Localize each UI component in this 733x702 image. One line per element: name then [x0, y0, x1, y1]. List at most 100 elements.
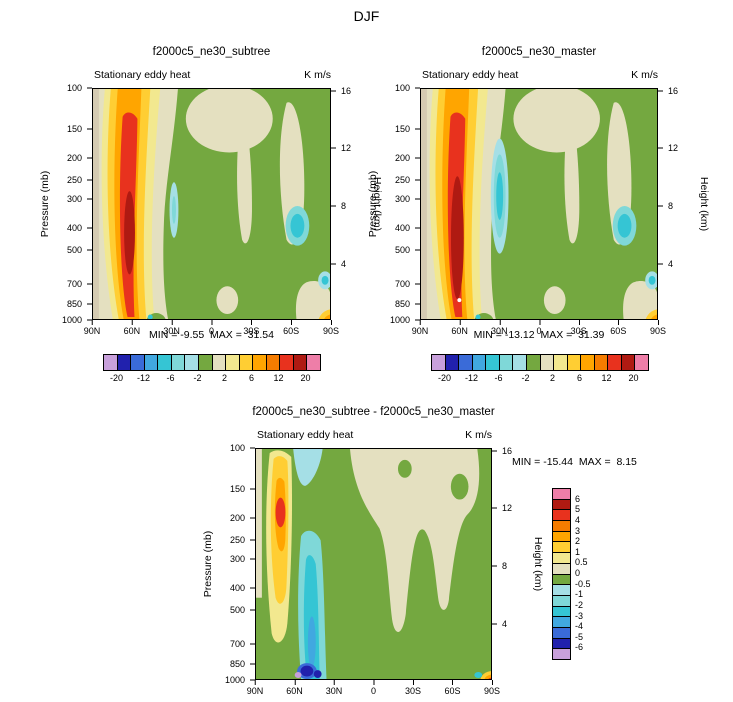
- colorbar-segment: [432, 355, 445, 370]
- height-tick: 4: [341, 259, 347, 270]
- colorbar-segment: [485, 355, 499, 370]
- figure-title: DJF: [353, 8, 380, 24]
- colorbar-tick: 1: [575, 546, 581, 557]
- colorbar-tick: -2: [575, 599, 584, 610]
- height-tick: 4: [502, 619, 508, 630]
- colorbar-segment: [197, 355, 212, 370]
- south-pole-corner-extremes: [474, 671, 491, 679]
- colorbar-master: [431, 354, 649, 371]
- colorbar-segment: [157, 355, 171, 370]
- colorbar-tick: -6: [166, 373, 175, 383]
- latitude-tick: 0: [208, 320, 215, 336]
- colorbar-segment: [607, 355, 621, 370]
- colorbar-tick: -1: [575, 589, 584, 600]
- colorbar-segment: [525, 355, 540, 370]
- colorbar-segment: [553, 573, 570, 585]
- colorbar-segment: [634, 355, 648, 370]
- height-tick: 8: [502, 561, 508, 572]
- warm-band: [101, 89, 161, 319]
- latitude-tick: 60N: [451, 320, 468, 336]
- contour-field-difference: [256, 449, 491, 679]
- colorbar-tick: 6: [575, 493, 581, 504]
- colorbar-segment: [471, 355, 486, 370]
- pressure-tick: 250: [66, 175, 82, 186]
- colorbar-tick: 2: [549, 373, 556, 383]
- latitude-axis: 90N 60N 30N 0 30S 60S 90S: [412, 320, 666, 338]
- colorbar-tick: 12: [273, 373, 284, 383]
- contour-field-master: [421, 89, 657, 319]
- surface-green-wedge: [474, 313, 494, 319]
- pressure-tick: 700: [229, 639, 245, 650]
- minmax-stats: MIN = -9.55 MAX = 31.54: [149, 329, 274, 341]
- colorbar-labels-difference: 6 5 4 3 2 1 0.5 0 -0.5 -1 -2 -3 -4 -5 -6: [573, 488, 607, 658]
- cold-blobs: [490, 138, 657, 290]
- colorbar-tick: -6: [494, 373, 503, 383]
- colorbar-segment: [225, 355, 239, 370]
- panel-title: f2000c5_ne30_subtree - f2000c5_ne30_mast…: [252, 406, 495, 418]
- latitude-tick: 0: [536, 320, 542, 336]
- latitude-tick: 60N: [123, 320, 141, 336]
- panel-title: f2000c5_ne30_master: [481, 46, 597, 58]
- colorbar-segment: [553, 489, 570, 499]
- colorbar-tick: 3: [575, 525, 581, 536]
- pressure-tick: 250: [229, 535, 245, 546]
- latitude-tick: 90S: [649, 320, 667, 336]
- colorbar-tick: 20: [300, 373, 311, 383]
- pressure-tick: 150: [66, 123, 82, 134]
- colorbar-tick: -5: [575, 631, 584, 642]
- height-tick: 12: [341, 143, 352, 154]
- panel-subtree: f2000c5_ne30_subtree Stationary eddy hea…: [39, 46, 383, 383]
- colorbar-segment: [553, 552, 570, 563]
- colorbar-segment: [553, 594, 570, 606]
- colorbar-segment: [553, 637, 570, 649]
- colorbar-segment: [265, 355, 280, 370]
- height-axis: 16 12 8 4: [658, 86, 694, 320]
- colorbar-difference: [552, 488, 571, 660]
- pressure-axis-title: Pressure (mb): [39, 170, 51, 238]
- colorbar-segment: [553, 616, 570, 627]
- latitude-tick: 90N: [411, 320, 429, 336]
- variable-label: Stationary eddy heat: [257, 429, 354, 441]
- height-axis-title: Height (km): [532, 536, 544, 592]
- latitude-tick: 60S: [610, 320, 627, 336]
- colorbar-segment: [620, 355, 635, 370]
- latitude-tick: 30N: [163, 320, 180, 336]
- pressure-axis: 100 150 200 250 300 400 500 700 850 1000: [219, 443, 255, 685]
- units-label: K m/s: [304, 69, 331, 81]
- pressure-tick: 200: [66, 152, 82, 163]
- colorbar-segment: [170, 355, 185, 370]
- colorbar-segment: [252, 355, 266, 370]
- panel-title: f2000c5_ne30_subtree: [152, 46, 271, 58]
- colorbar-tick: 12: [601, 373, 612, 383]
- colorbar-tick: 6: [576, 373, 583, 383]
- units-label: K m/s: [631, 69, 658, 81]
- colorbar-segment: [104, 355, 117, 370]
- contour-plot-difference: [255, 448, 492, 680]
- height-tick: 12: [668, 143, 679, 154]
- colorbar-segment: [553, 530, 570, 542]
- height-axis: 16 12 8 4: [492, 446, 528, 680]
- colorbar-segment: [566, 355, 581, 370]
- colorbar-segment: [498, 355, 513, 370]
- positive-band: [266, 450, 293, 643]
- pressure-tick: 700: [66, 279, 82, 290]
- latitude-tick: 90S: [322, 320, 340, 336]
- colorbar-subtree: [103, 354, 321, 371]
- pressure-tick: 150: [229, 483, 245, 494]
- height-axis-title: Height (km): [698, 176, 710, 232]
- latitude-tick: 30N: [491, 320, 508, 336]
- panel-master: f2000c5_ne30_master Stationary eddy heat…: [367, 46, 710, 383]
- pressure-tick: 850: [66, 298, 82, 309]
- colorbar-segment: [116, 355, 131, 370]
- latitude-axis: 90N 60N 30N 0 30S 60S 90S: [84, 320, 339, 338]
- pressure-tick: 250: [394, 175, 410, 186]
- latitude-tick: 30N: [325, 680, 343, 696]
- weak-positive-regions: [256, 449, 480, 632]
- pressure-tick: 300: [229, 553, 245, 564]
- pressure-tick: 100: [229, 443, 245, 453]
- pressure-tick: 150: [394, 123, 410, 134]
- latitude-tick: 0: [370, 680, 377, 696]
- colorbar-segment: [279, 355, 293, 370]
- pressure-tick: 400: [229, 582, 245, 593]
- colorbar-tick: 2: [575, 536, 581, 547]
